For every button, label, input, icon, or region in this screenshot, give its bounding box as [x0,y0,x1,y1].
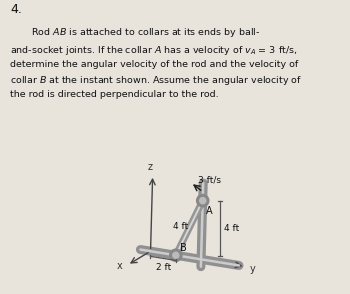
Circle shape [199,198,206,204]
Text: 3 ft/s: 3 ft/s [198,176,220,185]
Circle shape [197,195,209,207]
Text: 4 ft: 4 ft [174,222,189,231]
Text: A: A [206,206,213,216]
Text: y: y [250,263,255,273]
Text: z: z [148,162,153,172]
Text: 4.: 4. [10,3,22,16]
Circle shape [173,252,179,258]
Text: 2 ft: 2 ft [156,263,172,272]
Circle shape [170,249,182,261]
Text: 4 ft: 4 ft [224,224,239,233]
Text: x: x [117,261,122,271]
Text: Rod $AB$ is attached to collars at its ends by ball-
and-socket joints. If the c: Rod $AB$ is attached to collars at its e… [10,26,303,99]
Text: B: B [180,243,187,253]
